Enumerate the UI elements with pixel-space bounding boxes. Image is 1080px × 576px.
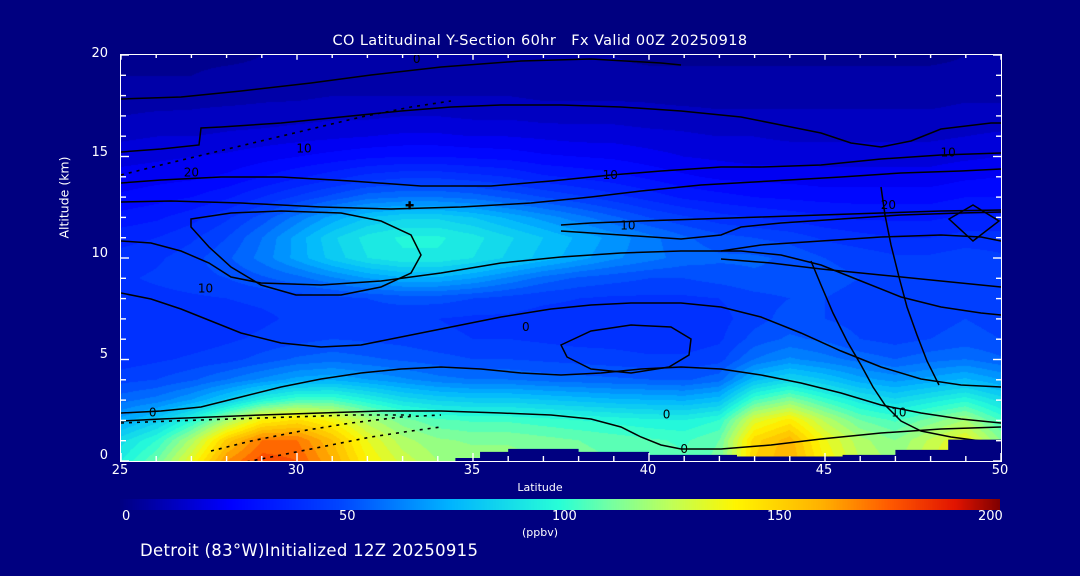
contour-line xyxy=(121,100,452,176)
contour-line xyxy=(121,104,1001,153)
contour-line xyxy=(121,366,1001,424)
contour-label: 10 xyxy=(603,168,618,182)
colorbar-unit-label: (ppbv) xyxy=(521,526,559,539)
cross-section-plot-area: 0 10 20 10 10 10 20 10 0 0 0 10 0 xyxy=(120,54,1002,462)
contour-label: 10 xyxy=(198,281,213,295)
contour-line xyxy=(121,292,1001,388)
contour-label: 20 xyxy=(184,166,199,180)
axis-tick-layer xyxy=(121,55,1001,461)
colorbar-tick-50: 50 xyxy=(339,509,356,524)
contour-label: 0 xyxy=(413,55,421,66)
colorbar xyxy=(120,499,1000,510)
contour-line xyxy=(947,204,1001,242)
x-tick-45: 45 xyxy=(815,463,833,478)
contour-label: 20 xyxy=(881,198,896,212)
contour-line xyxy=(121,410,1001,450)
y-tick-20: 20 xyxy=(91,46,108,61)
contour-label: 0 xyxy=(680,442,688,456)
contour-label: 0 xyxy=(149,405,157,419)
contour-label: 0 xyxy=(663,407,671,421)
x-tick-50: 50 xyxy=(991,463,1009,478)
contour-line xyxy=(560,211,1001,240)
contour-label: 10 xyxy=(296,141,311,155)
contour-layer xyxy=(121,58,1001,461)
colorbar-tick-100: 100 xyxy=(552,509,577,524)
contour-label: 10 xyxy=(941,145,956,159)
contour-line xyxy=(559,324,692,374)
y-tick-10: 10 xyxy=(91,246,108,261)
colorbar-tick-200: 200 xyxy=(978,509,1003,524)
contour-line xyxy=(121,240,1001,316)
contour-line xyxy=(810,260,1001,444)
contour-label-layer: 0 10 20 10 10 10 20 10 0 0 0 10 0 xyxy=(149,55,956,456)
y-tick-0: 0 xyxy=(99,448,108,463)
terrain-mask-layer xyxy=(121,431,1001,461)
x-axis-label: Latitude xyxy=(517,481,563,494)
co-field-layer xyxy=(121,55,1001,461)
colorbar-tick-150: 150 xyxy=(767,509,792,524)
x-tick-40: 40 xyxy=(639,463,657,478)
terrain-mask xyxy=(121,431,1001,461)
contour-line xyxy=(121,152,1001,187)
contour-line xyxy=(121,168,1001,210)
contour-line xyxy=(880,186,940,386)
contour-line xyxy=(720,258,1001,288)
contour-line xyxy=(121,414,411,424)
y-tick-15: 15 xyxy=(91,145,108,160)
x-tick-25: 25 xyxy=(111,463,129,478)
contour-line xyxy=(246,426,442,461)
marker-layer xyxy=(405,201,414,210)
contour-line xyxy=(190,210,422,296)
x-tick-35: 35 xyxy=(463,463,481,478)
y-tick-5: 5 xyxy=(99,347,108,362)
chart-footer: Detroit (83°W)Initialized 12Z 20250915 xyxy=(140,541,479,560)
cross-marker xyxy=(405,201,414,210)
chart-title: CO Latitudinal Y-Section 60hr Fx Valid 0… xyxy=(332,33,748,49)
contour-line xyxy=(720,234,1001,252)
co-field-image xyxy=(121,55,1001,461)
contour-label: 10 xyxy=(620,219,635,233)
contour-label: 0 xyxy=(522,320,530,334)
contour-line xyxy=(210,414,442,452)
cross-section-svg: 0 10 20 10 10 10 20 10 0 0 0 10 0 xyxy=(121,55,1001,461)
contour-line xyxy=(560,209,1001,226)
contour-line xyxy=(121,58,682,100)
contour-label: 10 xyxy=(891,405,906,419)
x-tick-30: 30 xyxy=(287,463,305,478)
colorbar-tick-0: 0 xyxy=(122,509,131,524)
